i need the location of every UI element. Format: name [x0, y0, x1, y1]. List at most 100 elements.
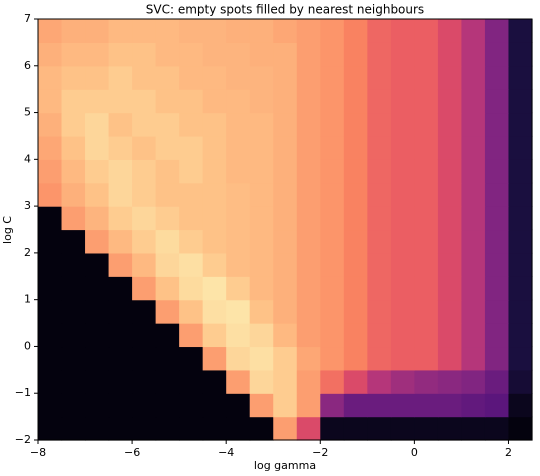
- heatmap-cell: [437, 206, 463, 231]
- heatmap-cell: [132, 65, 157, 90]
- heatmap-cell: [61, 416, 86, 441]
- heatmap-cell: [296, 369, 321, 394]
- heatmap-cell: [437, 416, 463, 441]
- plot-frame: [37, 18, 533, 441]
- heatmap-cell: [343, 369, 368, 394]
- heatmap-cell: [38, 416, 63, 441]
- heatmap-cell: [61, 229, 86, 254]
- heatmap-cell: [273, 346, 298, 371]
- heatmap-cell: [461, 252, 486, 277]
- heatmap-cell: [85, 159, 110, 184]
- heatmap-cell: [484, 135, 510, 160]
- heatmap-cell: [249, 369, 274, 394]
- heatmap-cell: [179, 323, 204, 348]
- heatmap-cell: [202, 159, 227, 184]
- heatmap-cell: [414, 229, 439, 254]
- heatmap-cell: [108, 42, 133, 67]
- heatmap-cell: [273, 323, 298, 348]
- heatmap-cell: [390, 393, 415, 418]
- heatmap-cell: [484, 112, 510, 137]
- heatmap-cell: [155, 135, 180, 160]
- heatmap-cell: [461, 19, 486, 43]
- heatmap-cell: [461, 112, 486, 137]
- heatmap-cell: [38, 299, 63, 324]
- x-tick-label: −6: [124, 446, 140, 459]
- heatmap-cell: [296, 135, 321, 160]
- heatmap-cell: [249, 346, 274, 371]
- heatmap-cell: [390, 112, 415, 137]
- heatmap-cell: [461, 299, 486, 324]
- y-tick-label: −2: [15, 433, 31, 446]
- heatmap-cell: [85, 393, 110, 418]
- heatmap-cell: [38, 229, 63, 254]
- heatmap-cell: [132, 346, 157, 371]
- heatmap-cell: [390, 42, 415, 67]
- heatmap-cell: [179, 135, 204, 160]
- heatmap-cell: [226, 323, 251, 348]
- heatmap-cell: [38, 206, 63, 231]
- heatmap-cell: [61, 206, 86, 231]
- heatmap-cell: [249, 229, 274, 254]
- heatmap-cell: [155, 182, 180, 207]
- heatmap-cell: [343, 276, 368, 301]
- heatmap-cell: [226, 369, 251, 394]
- heatmap-cell: [202, 182, 227, 207]
- heatmap-cell: [85, 42, 110, 67]
- heatmap-cell: [484, 159, 510, 184]
- heatmap-cell: [343, 112, 368, 137]
- heatmap-cell: [367, 182, 392, 207]
- heatmap-cell: [343, 182, 368, 207]
- heatmap-cell: [179, 276, 204, 301]
- heatmap-cell: [179, 182, 204, 207]
- heatmap-cell: [202, 323, 227, 348]
- heatmap-cell: [108, 323, 133, 348]
- heatmap-cell: [226, 182, 251, 207]
- y-tick-label: 1: [24, 293, 31, 306]
- heatmap-cell: [461, 159, 486, 184]
- heatmap-cell: [61, 323, 86, 348]
- heatmap-cell: [202, 19, 227, 43]
- heatmap-cell: [61, 89, 86, 114]
- heatmap-cell: [226, 346, 251, 371]
- heatmap-cell: [437, 19, 463, 43]
- heatmap-cell: [320, 206, 345, 231]
- heatmap-cell: [437, 182, 463, 207]
- heatmap-cell: [85, 229, 110, 254]
- heatmap-cell: [202, 42, 227, 67]
- heatmap-cell: [484, 19, 510, 43]
- heatmap-cell: [296, 346, 321, 371]
- heatmap-cell: [320, 229, 345, 254]
- heatmap-cell: [461, 89, 486, 114]
- heatmap-cell: [132, 276, 157, 301]
- heatmap-cell: [461, 182, 486, 207]
- heatmap-cell: [273, 393, 298, 418]
- heatmap-cell: [226, 19, 251, 43]
- heatmap-cell: [61, 159, 86, 184]
- heatmap-cell: [414, 252, 439, 277]
- heatmap-cell: [508, 229, 533, 254]
- heatmap-cell: [390, 182, 415, 207]
- heatmap-cell: [367, 369, 392, 394]
- heatmap-cell: [108, 416, 133, 441]
- heatmap-cell: [437, 276, 463, 301]
- heatmap-cell: [414, 206, 439, 231]
- heatmap-cell: [108, 346, 133, 371]
- heatmap-cell: [108, 112, 133, 137]
- heatmap-cell: [38, 65, 63, 90]
- heatmap-cell: [61, 135, 86, 160]
- heatmap-cell: [296, 182, 321, 207]
- heatmap-cell: [155, 206, 180, 231]
- heatmap-cell: [461, 369, 486, 394]
- heatmap-cell: [132, 19, 157, 43]
- heatmap-cell: [108, 182, 133, 207]
- heatmap-cell: [414, 42, 439, 67]
- heatmap-cell: [414, 276, 439, 301]
- heatmap-cell: [179, 42, 204, 67]
- heatmap-cell: [320, 112, 345, 137]
- heatmap-cell: [273, 65, 298, 90]
- heatmap-cell: [226, 89, 251, 114]
- y-tick-label: 5: [24, 106, 31, 119]
- heatmap-cell: [414, 323, 439, 348]
- heatmap-cell: [38, 159, 63, 184]
- heatmap-cell: [320, 393, 345, 418]
